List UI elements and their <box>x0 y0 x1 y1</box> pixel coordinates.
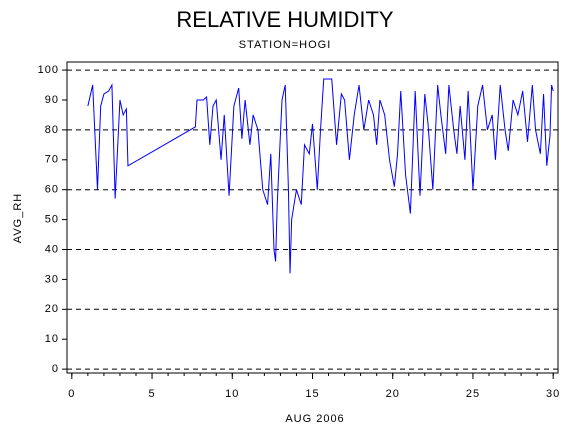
y-tick-label: 10 <box>45 333 59 345</box>
data-line <box>87 78 554 274</box>
x-tick-label: 0 <box>68 388 75 400</box>
x-tick-label: 20 <box>386 388 400 400</box>
x-tick-label: 5 <box>148 388 155 400</box>
y-tick-label: 80 <box>45 124 59 136</box>
plot-frame <box>66 61 559 374</box>
y-tick-label: 100 <box>38 64 59 76</box>
y-tick-label: 0 <box>52 363 59 375</box>
x-axis-label: AUG 2006 <box>285 413 344 425</box>
x-tick-label: 30 <box>546 388 560 400</box>
y-axis-label: AVG_RH <box>12 193 24 243</box>
x-tick-label: 15 <box>305 388 319 400</box>
y-tick-label: 40 <box>45 243 59 255</box>
y-tick-label: 20 <box>45 303 59 315</box>
y-tick-label: 30 <box>45 273 59 285</box>
y-tick-label: 70 <box>45 154 59 166</box>
y-tick-label: 50 <box>45 213 59 225</box>
chart-title: RELATIVE HUMIDITY <box>176 7 394 32</box>
x-tick-label: 10 <box>225 388 239 400</box>
y-tick-label: 60 <box>45 184 59 196</box>
x-tick-label: 25 <box>466 388 480 400</box>
y-tick-label: 90 <box>45 94 59 106</box>
chart-subtitle: STATION=HOGI <box>239 39 332 51</box>
